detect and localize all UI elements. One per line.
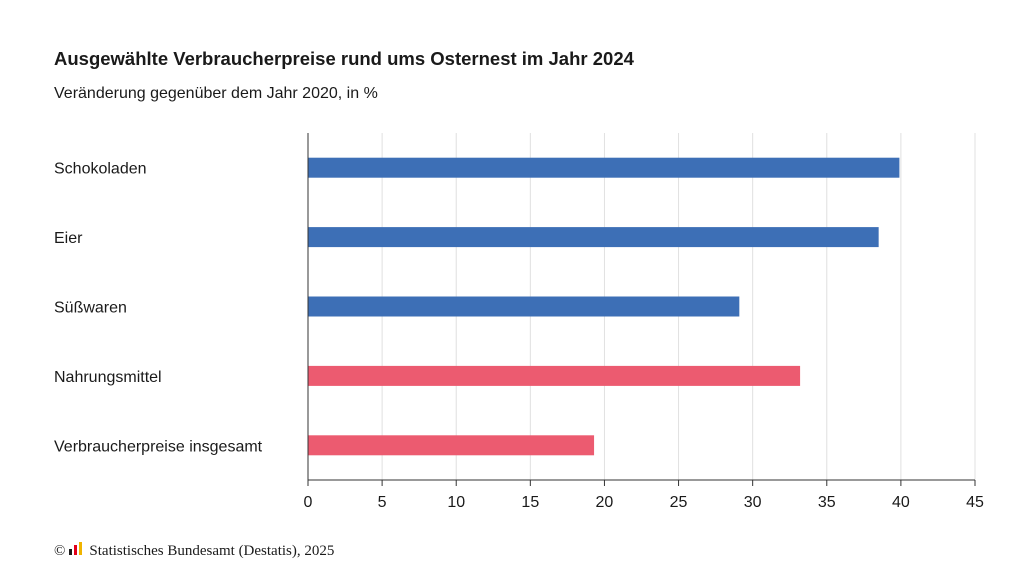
category-label: Schokoladen [54, 161, 147, 178]
category-label: Süßwaren [54, 300, 127, 317]
copyright-symbol: © [54, 542, 66, 559]
x-tick-label: 5 [378, 494, 387, 511]
x-tick-label: 35 [818, 494, 836, 511]
bar-3 [308, 296, 740, 317]
category-labels: Schokoladen Eier Süßwaren Nahrungsmittel Ver… [54, 161, 263, 456]
category-label: Nahrungsmittel [54, 369, 162, 386]
gridlines [381, 133, 976, 480]
source-text: Statistisches Bundesamt (Destatis), 2025 [89, 542, 335, 559]
x-tick-label: 45 [966, 494, 984, 511]
source-footer: © Statistisches Bundesamt (Destatis), 20… [54, 542, 334, 560]
x-tick-label: 30 [744, 494, 762, 511]
x-axis: 0 5 10 15 20 25 30 35 40 45 [304, 133, 984, 511]
bar-1 [308, 157, 900, 178]
x-tick-label: 15 [521, 494, 539, 511]
x-tick-label: 10 [447, 494, 465, 511]
bar-2 [308, 227, 879, 248]
category-label: Verbraucherpreise insgesamt [54, 438, 263, 455]
chart-subtitle: Veränderung gegenüber dem Jahr 2020, in … [54, 85, 378, 102]
bar-4 [308, 365, 801, 386]
destatis-logo-icon [68, 542, 84, 560]
x-tick-label: 40 [892, 494, 910, 511]
x-tick-label: 25 [670, 494, 688, 511]
bar-5 [308, 435, 595, 456]
chart-title: Ausgewählte Verbraucherpreise rund ums O… [54, 48, 634, 69]
category-label: Eier [54, 230, 83, 247]
x-tick-label: 0 [304, 494, 313, 511]
x-tick-label: 20 [596, 494, 614, 511]
bars [308, 157, 900, 456]
